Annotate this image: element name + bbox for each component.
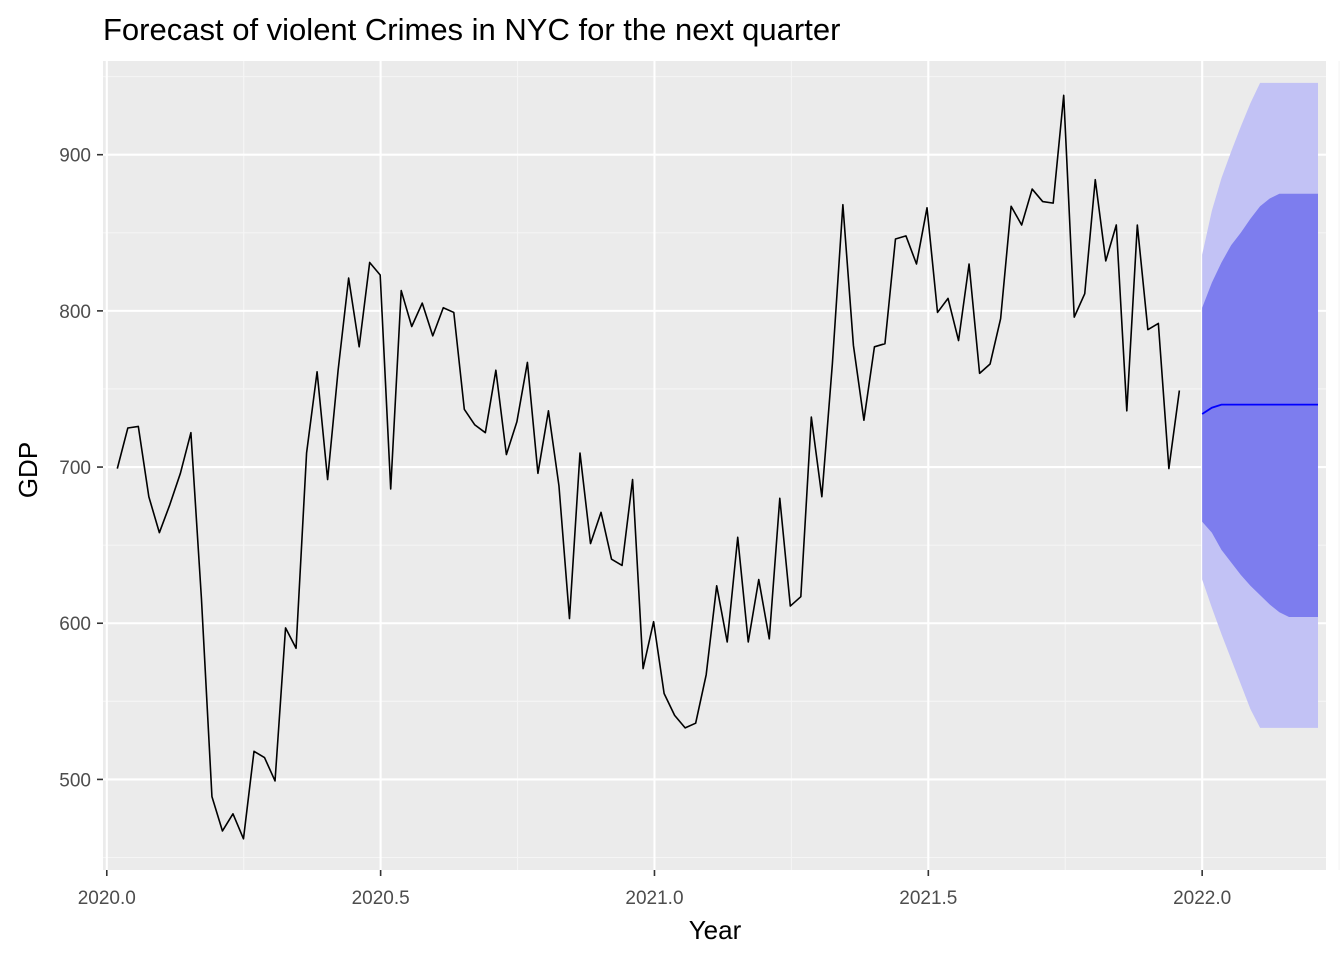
y-axis: 500 600 700 800 900 (59, 146, 103, 791)
x-tick-label: 2020.5 (352, 888, 410, 909)
x-axis: 2020.0 2020.5 2021.0 2021.5 2022.0 (78, 870, 1231, 909)
chart-title: Forecast of violent Crimes in NYC for th… (103, 12, 840, 47)
grid-minor (103, 61, 1340, 870)
y-axis-title: GDP (13, 442, 43, 498)
observed-series-line (116, 94, 1181, 840)
x-axis-title: Year (689, 915, 742, 945)
x-tick-label: 2021.5 (899, 888, 957, 909)
grid-major (103, 61, 1326, 870)
x-tick-label: 2020.0 (78, 888, 136, 909)
x-tick-label: 2021.0 (625, 888, 683, 909)
forecast-mean-line (1201, 403, 1318, 415)
y-tick-label: 800 (59, 302, 91, 323)
y-tick-label: 500 (59, 770, 91, 791)
y-tick-label: 700 (59, 458, 91, 479)
x-tick-label: 2022.0 (1173, 888, 1231, 909)
y-tick-label: 600 (59, 614, 91, 635)
y-tick-label: 900 (59, 146, 91, 167)
plot-panel (103, 61, 1326, 870)
